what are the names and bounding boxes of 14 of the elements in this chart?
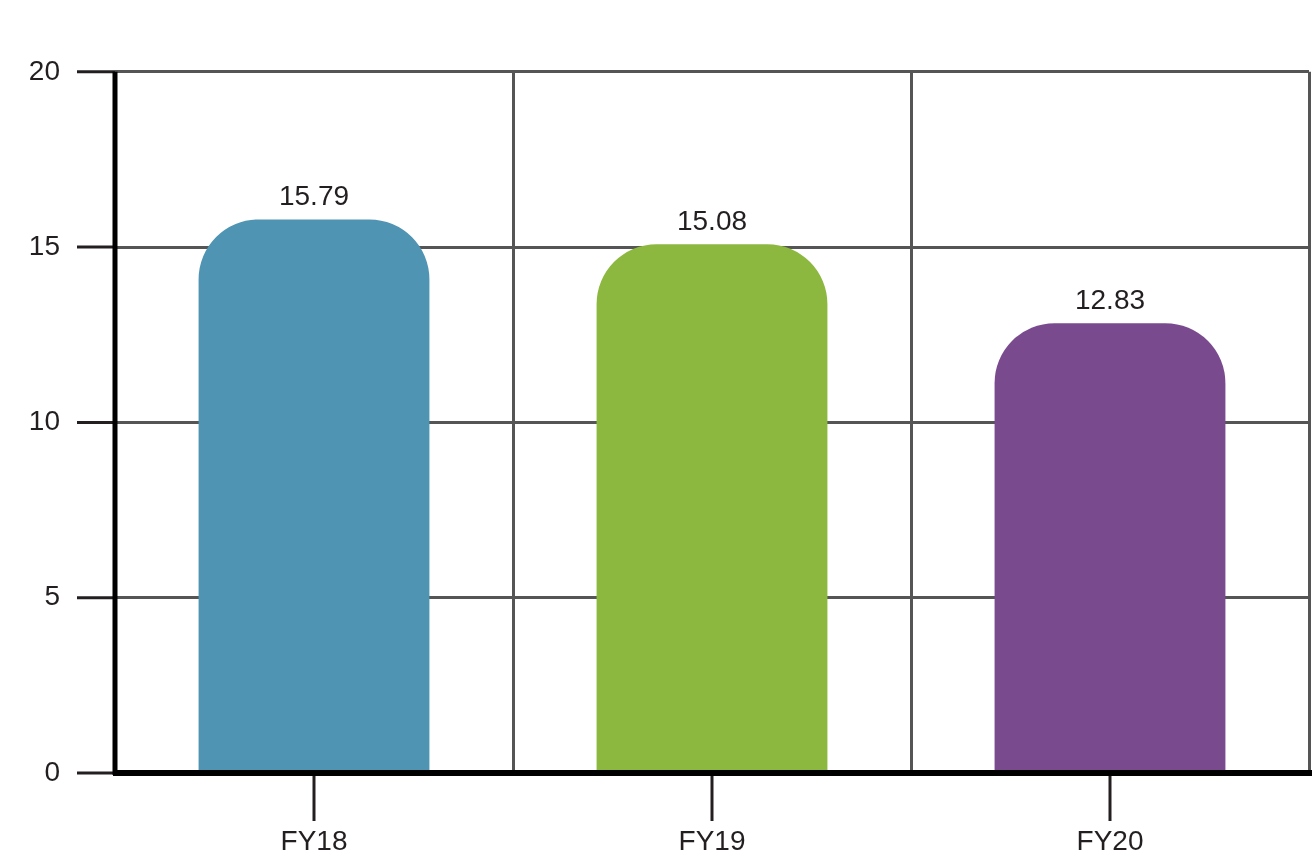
y-tick-label: 10 (28, 405, 60, 437)
x-tick-label: FY18 (280, 824, 348, 856)
data-label: 12.83 (1074, 283, 1146, 315)
bar (198, 219, 430, 772)
bar (596, 244, 828, 772)
x-tick-label: FY19 (678, 824, 746, 856)
y-tick-label: 20 (28, 54, 60, 86)
x-tick-label: FY20 (1076, 824, 1144, 856)
data-label: 15.08 (676, 205, 748, 237)
y-tick-label: 15 (28, 229, 60, 261)
y-tick-label: 5 (44, 580, 60, 612)
data-label: 15.79 (278, 180, 350, 212)
y-tick-label: 0 (44, 755, 60, 787)
bar (994, 323, 1226, 772)
